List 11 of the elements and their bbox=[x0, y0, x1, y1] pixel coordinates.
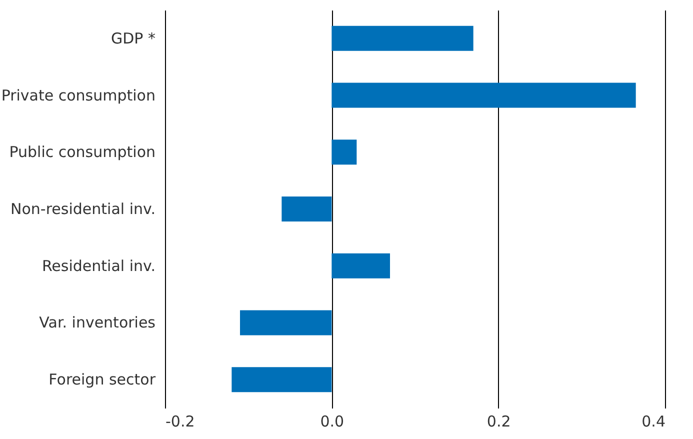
x-tick-label: 0.4 bbox=[642, 412, 666, 430]
x-tick-label: -0.2 bbox=[166, 412, 195, 430]
y-tick-label: GDP * bbox=[111, 29, 156, 48]
y-tick-label: Var. inventories bbox=[39, 314, 156, 332]
y-tick-label: Non-residential inv. bbox=[10, 200, 156, 218]
x-tick-label: 0.0 bbox=[320, 412, 344, 430]
x-tick-label: 0.2 bbox=[486, 412, 511, 430]
y-tick-label: Residential inv. bbox=[42, 256, 156, 275]
y-tick-label: Private consumption bbox=[1, 86, 156, 104]
y-tick-label: Public consumption bbox=[9, 143, 156, 162]
y-tick-label: Foreign sector bbox=[48, 370, 156, 389]
